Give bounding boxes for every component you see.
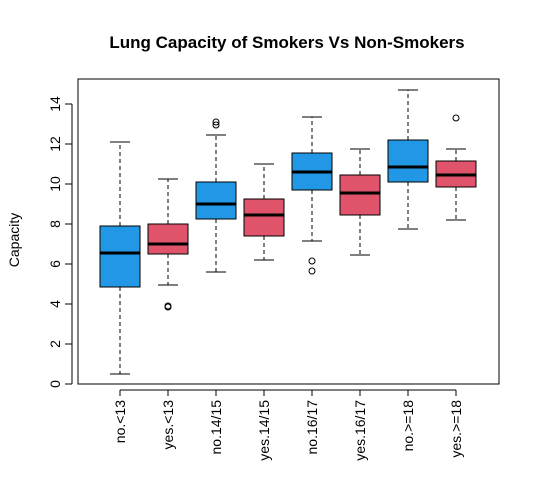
y-tick-label: 4 (47, 300, 63, 308)
x-tick-label: yes.14/15 (256, 400, 272, 461)
y-tick-label: 8 (47, 220, 63, 228)
box-group (387, 89, 429, 230)
x-axis-labels: no.<13 yes.<13 no.14/15 yes.14/15 no.16/17 ye… (112, 389, 464, 461)
x-tick-label: no.14/15 (208, 400, 224, 455)
x-tick-label: yes.16/17 (352, 400, 368, 461)
box-group (99, 141, 141, 375)
box-iqr (195, 181, 237, 220)
outlier-point (308, 257, 316, 265)
box-iqr (99, 225, 141, 288)
x-tick-label: no.16/17 (304, 400, 320, 455)
outlier-point (212, 118, 220, 126)
plot-area-border (77, 78, 500, 385)
box-iqr (339, 174, 381, 216)
x-tick-label: yes.<13 (160, 400, 176, 450)
y-axis-label: Capacity (6, 213, 22, 267)
y-tick-label: 0 (47, 380, 63, 388)
y-tick-label: 10 (47, 176, 63, 192)
y-tick-label: 2 (47, 340, 63, 348)
outlier-point (452, 114, 460, 122)
x-tick-label: no.>=18 (400, 400, 416, 452)
box-group (243, 163, 285, 261)
box-group (195, 118, 237, 273)
y-axis: 0 2 4 6 8 10 12 14 (47, 96, 73, 388)
box-group (291, 116, 333, 275)
x-tick-label: yes.>=18 (448, 400, 464, 458)
y-tick-label: 14 (47, 96, 63, 112)
outlier-point (212, 121, 220, 129)
outlier-point (164, 302, 172, 310)
x-tick-label: no.<13 (112, 400, 128, 443)
box-group (435, 114, 477, 221)
y-tick-label: 6 (47, 260, 63, 268)
boxes-layer (99, 89, 477, 375)
box-iqr (147, 223, 189, 255)
chart-title: Lung Capacity of Smokers Vs Non-Smokers (109, 33, 464, 52)
box-iqr (387, 139, 429, 183)
box-iqr (243, 198, 285, 237)
y-tick-label: 12 (47, 136, 63, 152)
box-group (339, 148, 381, 256)
outlier-point (308, 267, 316, 275)
box-group (147, 178, 189, 311)
